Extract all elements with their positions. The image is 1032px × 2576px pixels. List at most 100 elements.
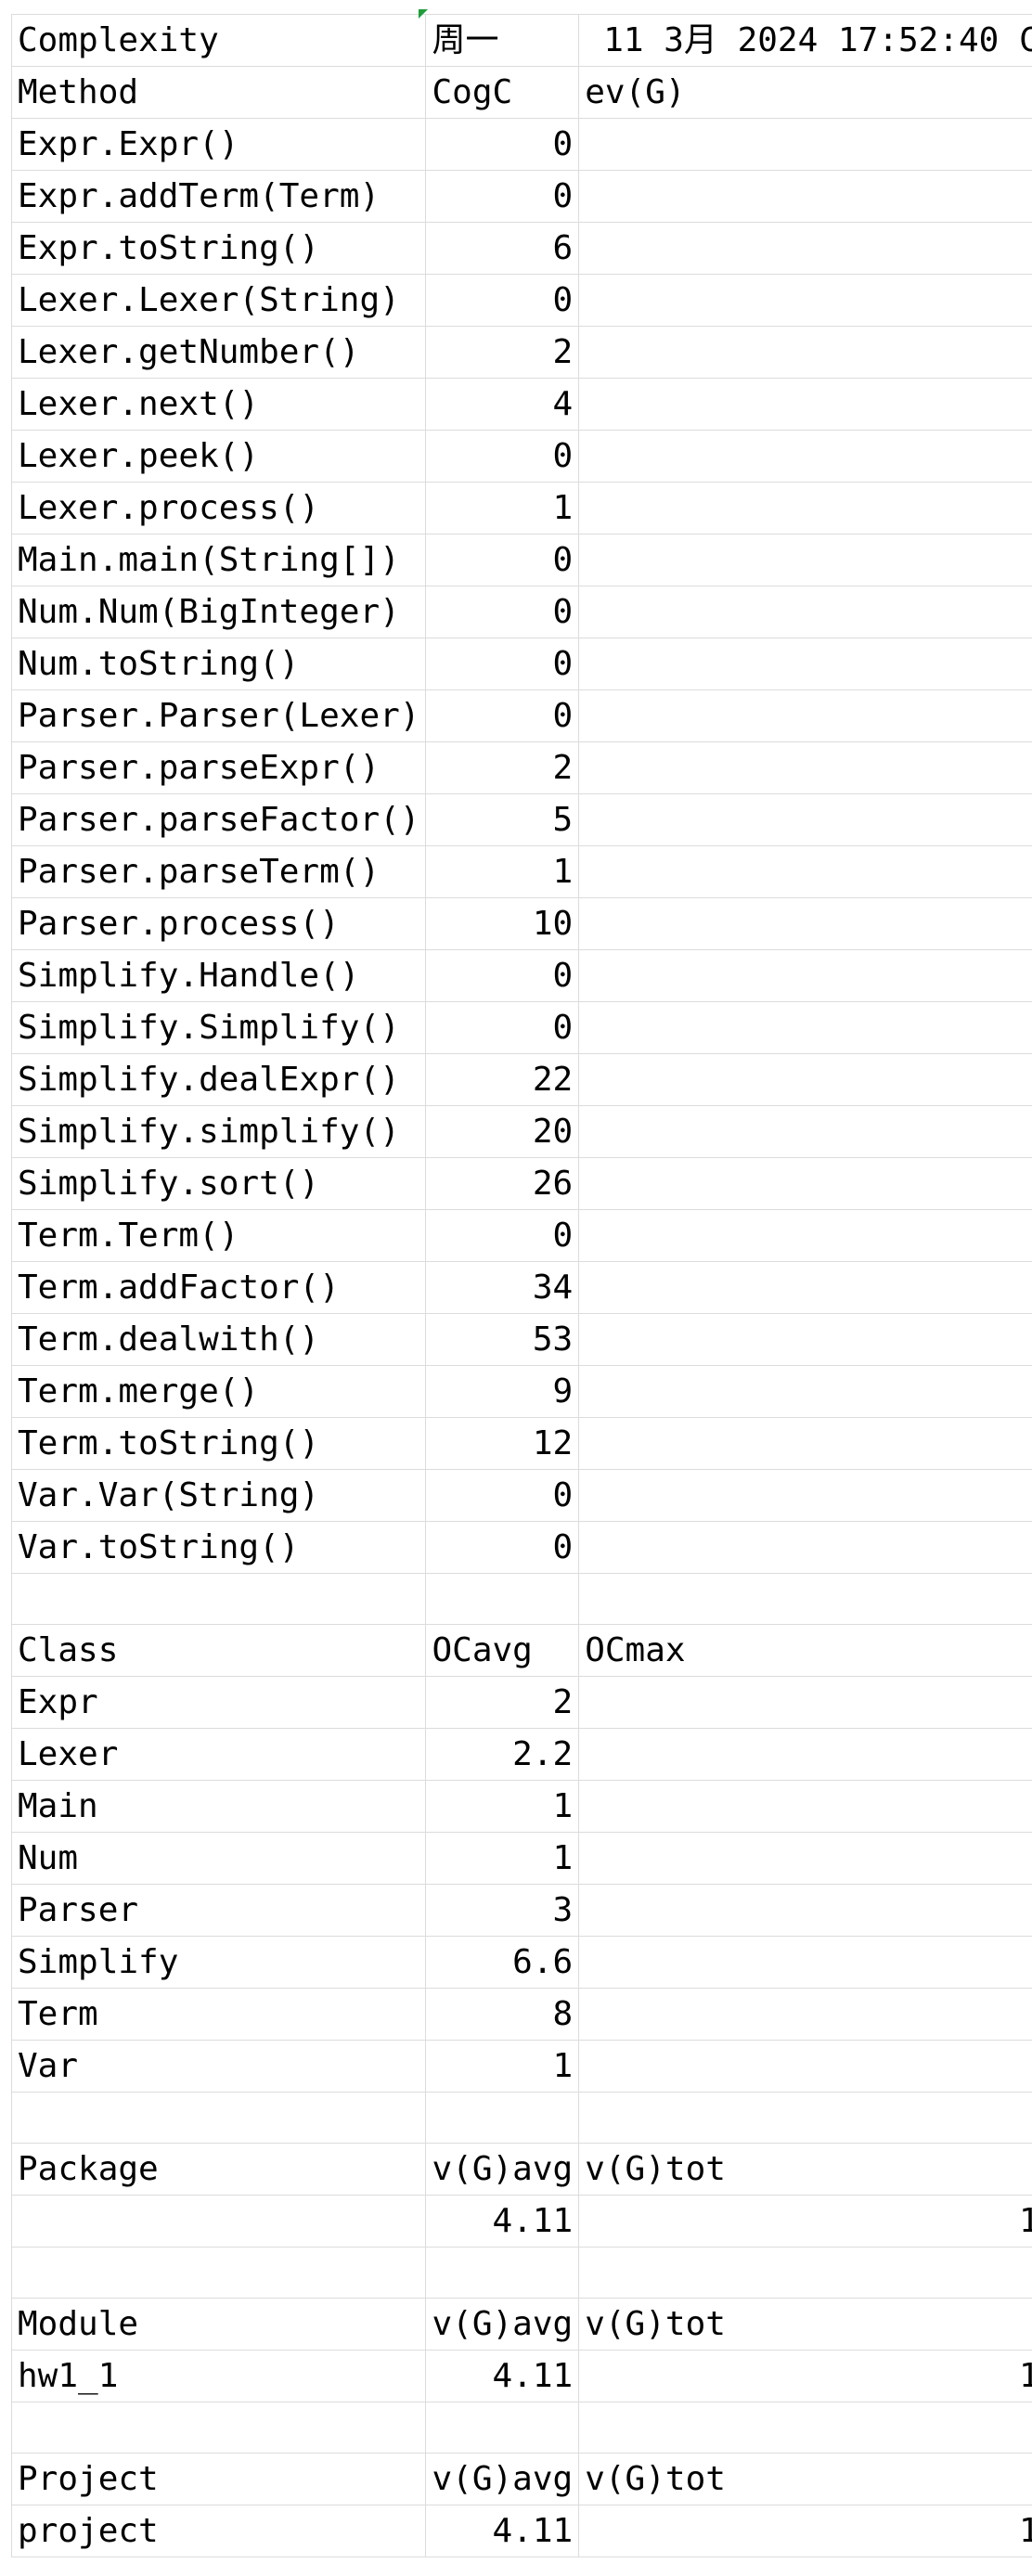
- empty-cell[interactable]: [10, 2092, 427, 2144]
- methods-cell[interactable]: Simplify.Simplify(): [10, 1001, 427, 1054]
- project-header-col-0[interactable]: Project: [10, 2453, 427, 2505]
- classes-cell[interactable]: Parser: [10, 1884, 427, 1937]
- methods-cell[interactable]: 1: [578, 430, 1032, 483]
- methods-cell[interactable]: Term.merge(): [10, 1365, 427, 1418]
- classes-cell[interactable]: Expr: [10, 1676, 427, 1729]
- module-header-col-2[interactable]: v(G)tot: [578, 2298, 1032, 2351]
- classes-cell[interactable]: 1: [425, 1780, 580, 1833]
- methods-cell[interactable]: Num.Num(BigInteger): [10, 586, 427, 638]
- methods-cell[interactable]: 1: [578, 1469, 1032, 1522]
- methods-cell[interactable]: 1: [578, 845, 1032, 898]
- methods-cell[interactable]: 2: [578, 378, 1032, 431]
- methods-cell[interactable]: 34: [425, 1261, 580, 1314]
- weekday-cell[interactable]: 周一: [425, 14, 580, 67]
- module-cell[interactable]: 4.11: [425, 2350, 580, 2402]
- methods-cell[interactable]: 26: [425, 1157, 580, 1210]
- project-cell[interactable]: project: [10, 2505, 427, 2557]
- package-cell[interactable]: 115: [578, 2195, 1032, 2248]
- module-cell[interactable]: hw1_1: [10, 2350, 427, 2402]
- methods-cell[interactable]: 1: [578, 1209, 1032, 1262]
- methods-cell[interactable]: 0: [425, 1521, 580, 1574]
- methods-cell[interactable]: Parser.parseExpr(): [10, 741, 427, 794]
- methods-cell[interactable]: Expr.addTerm(Term): [10, 170, 427, 223]
- methods-cell[interactable]: 0: [425, 274, 580, 327]
- project-header-col-1[interactable]: v(G)avg: [425, 2453, 580, 2505]
- module-header-col-0[interactable]: Module: [10, 2298, 427, 2351]
- methods-cell[interactable]: 1: [425, 845, 580, 898]
- methods-cell[interactable]: 1: [578, 222, 1032, 275]
- methods-cell[interactable]: 1: [578, 534, 1032, 586]
- project-cell[interactable]: 115: [578, 2505, 1032, 2557]
- module-header-col-1[interactable]: v(G)avg: [425, 2298, 580, 2351]
- methods-cell[interactable]: Simplify.sort(): [10, 1157, 427, 1210]
- package-cell[interactable]: 4.11: [425, 2195, 580, 2248]
- methods-cell[interactable]: 0: [425, 1469, 580, 1522]
- methods-cell[interactable]: Term.toString(): [10, 1417, 427, 1470]
- methods-cell[interactable]: 0: [425, 689, 580, 742]
- empty-cell[interactable]: [578, 2402, 1032, 2454]
- method-header-col-1[interactable]: CogC: [425, 66, 580, 119]
- classes-cell[interactable]: Term: [10, 1988, 427, 2041]
- classes-cell[interactable]: Num: [10, 1832, 427, 1885]
- methods-cell[interactable]: Lexer.getNumber(): [10, 326, 427, 379]
- methods-cell[interactable]: Var.toString(): [10, 1521, 427, 1574]
- report-title-cell[interactable]: Complexity: [10, 14, 427, 67]
- methods-cell[interactable]: 0: [425, 638, 580, 690]
- method-header-col-2[interactable]: ev(G): [578, 66, 1032, 119]
- methods-cell[interactable]: 0: [425, 1209, 580, 1262]
- methods-cell[interactable]: Simplify.Handle(): [10, 949, 427, 1002]
- methods-cell[interactable]: Term.dealwith(): [10, 1313, 427, 1366]
- methods-cell[interactable]: 0: [425, 430, 580, 483]
- methods-cell[interactable]: 3: [578, 793, 1032, 846]
- methods-cell[interactable]: Main.main(String[]): [10, 534, 427, 586]
- methods-cell[interactable]: 4: [425, 378, 580, 431]
- empty-cell[interactable]: [425, 2092, 580, 2144]
- methods-cell[interactable]: 6: [425, 222, 580, 275]
- methods-cell[interactable]: Num.toString(): [10, 638, 427, 690]
- methods-cell[interactable]: 10: [425, 897, 580, 950]
- methods-cell[interactable]: 1: [578, 482, 1032, 535]
- methods-cell[interactable]: 0: [425, 949, 580, 1002]
- empty-cell[interactable]: [10, 2402, 427, 2454]
- classes-cell[interactable]: 2.2: [425, 1728, 580, 1781]
- methods-cell[interactable]: 0: [425, 534, 580, 586]
- classes-cell[interactable]: 6.6: [425, 1936, 580, 1989]
- methods-cell[interactable]: 1: [578, 741, 1032, 794]
- class-header-col-0[interactable]: Class: [10, 1624, 427, 1677]
- timestamp-cell[interactable]: 11 3月 2024 17:52:40 CST: [578, 14, 1032, 67]
- methods-cell[interactable]: Term.Term(): [10, 1209, 427, 1262]
- methods-cell[interactable]: 2: [425, 741, 580, 794]
- classes-cell[interactable]: 1: [425, 2040, 580, 2093]
- methods-cell[interactable]: 0: [425, 170, 580, 223]
- classes-cell[interactable]: 2: [425, 1676, 580, 1729]
- methods-cell[interactable]: 1: [578, 897, 1032, 950]
- classes-cell[interactable]: 6: [578, 1884, 1032, 1937]
- methods-cell[interactable]: 1: [578, 1521, 1032, 1574]
- methods-cell[interactable]: 20: [425, 1105, 580, 1158]
- method-header-col-0[interactable]: Method: [10, 66, 427, 119]
- empty-cell[interactable]: [578, 1573, 1032, 1625]
- empty-cell[interactable]: [425, 2402, 580, 2454]
- classes-cell[interactable]: 15: [578, 1988, 1032, 2041]
- methods-cell[interactable]: Lexer.process(): [10, 482, 427, 535]
- classes-cell[interactable]: 1: [578, 2040, 1032, 2093]
- methods-cell[interactable]: 1: [578, 586, 1032, 638]
- methods-cell[interactable]: 1: [578, 1313, 1032, 1366]
- methods-cell[interactable]: 3: [578, 1105, 1032, 1158]
- classes-cell[interactable]: 5: [578, 1728, 1032, 1781]
- methods-cell[interactable]: 1: [578, 170, 1032, 223]
- methods-cell[interactable]: 5: [425, 793, 580, 846]
- methods-cell[interactable]: 1: [578, 326, 1032, 379]
- methods-cell[interactable]: 1: [578, 1261, 1032, 1314]
- methods-cell[interactable]: Lexer.Lexer(String): [10, 274, 427, 327]
- methods-cell[interactable]: Lexer.peek(): [10, 430, 427, 483]
- methods-cell[interactable]: 22: [425, 1053, 580, 1106]
- methods-cell[interactable]: Expr.Expr(): [10, 118, 427, 171]
- package-header-col-2[interactable]: v(G)tot: [578, 2143, 1032, 2196]
- classes-cell[interactable]: 1: [578, 1780, 1032, 1833]
- methods-cell[interactable]: Var.Var(String): [10, 1469, 427, 1522]
- classes-cell[interactable]: 1: [425, 1832, 580, 1885]
- empty-cell[interactable]: [425, 1573, 580, 1625]
- empty-cell[interactable]: [425, 2247, 580, 2299]
- methods-cell[interactable]: 12: [425, 1417, 580, 1470]
